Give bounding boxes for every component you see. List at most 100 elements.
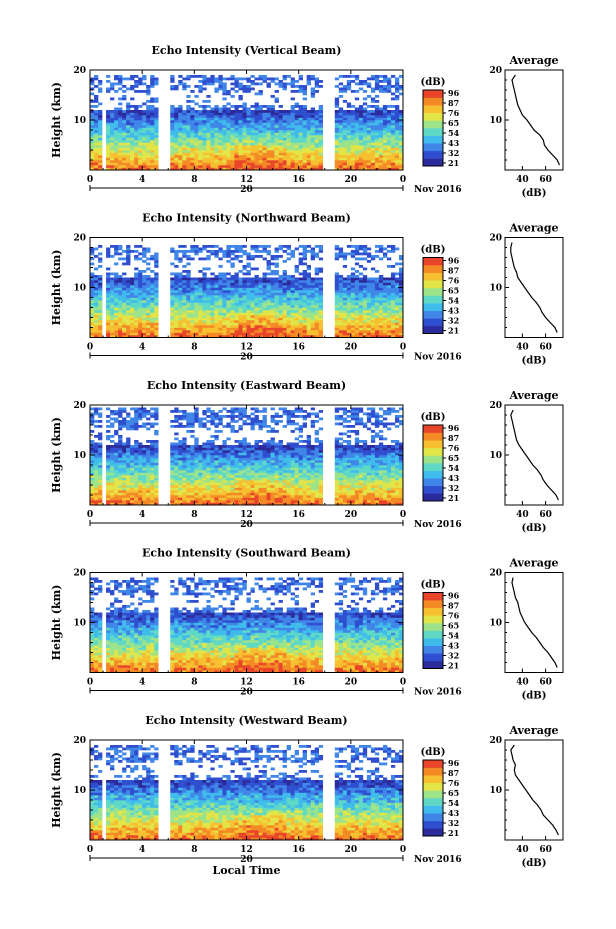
heatmap-cell [98,492,103,496]
heatmap-cell [210,272,215,276]
heatmap-cell [378,332,384,336]
heatmap-cell [170,77,175,81]
heatmap-cell [230,315,235,318]
heatmap-cell [98,447,103,451]
heatmap-cell [146,477,151,481]
heatmap-cell [246,120,251,123]
heatmap-cell [122,325,127,328]
heatmap-cell [258,157,263,161]
heatmap-cell [250,282,255,286]
heatmap-cell [266,320,271,323]
heatmap-cell [178,287,183,291]
heatmap-cell [362,312,368,316]
heatmap-cell [190,120,195,123]
heatmap-cell [314,162,320,166]
heatmap-cell [334,252,340,256]
heatmap-cell [202,290,207,293]
heatmap-cell [398,285,404,288]
heatmap-cell [282,147,287,151]
heatmap-cell [382,310,388,313]
heatmap-cell [126,440,131,443]
heatmap-cell [90,322,95,326]
heatmap-cell [294,297,299,301]
heatmap-cell [250,112,255,116]
heatmap-cell [194,315,199,318]
heatmap-cell [126,162,131,166]
heatmap-cell [110,410,115,413]
heatmap-cell [390,325,396,328]
heatmap-cell [254,107,259,111]
heatmap-cell [178,300,183,303]
heatmap-cell [182,137,187,141]
heatmap-cell [170,312,175,316]
heatmap-cell [354,127,360,131]
heatmap-cell [318,322,324,326]
heatmap-cell [286,82,291,86]
heatmap-cell [282,160,287,163]
heatmap-cell [110,317,115,321]
heatmap-cell [154,432,159,436]
heatmap-cell [94,482,99,486]
heatmap-cell [366,332,372,336]
heatmap-cell [294,80,299,83]
heatmap-cell [382,135,388,138]
heatmap-cell [390,122,396,126]
heatmap-cell [98,450,103,453]
heatmap-cell [130,142,135,146]
heatmap-cell [142,110,147,113]
heatmap-cell [170,495,175,498]
heatmap-cell [110,117,115,121]
heatmap-cell [254,307,259,311]
heatmap-cell [194,335,199,338]
heatmap-cell [118,500,123,503]
heatmap-cell [366,120,372,123]
profile-x-label: (dB) [522,356,547,367]
heatmap-cell [182,167,187,171]
heatmap-cell [338,295,344,298]
heatmap-cell [278,145,283,148]
heatmap-cell [186,300,191,303]
heatmap-cell [306,330,311,333]
heatmap-cell [350,245,356,248]
heatmap-cell [350,275,356,278]
heatmap-cell [190,327,195,331]
heatmap-cell [178,330,183,333]
heatmap-cell [370,310,376,313]
heatmap-cell [98,482,103,486]
heatmap-cell [174,317,179,321]
heatmap-cell [154,490,159,493]
heatmap-cell [170,462,175,466]
heatmap-cell [262,307,267,311]
heatmap-cell [134,310,139,313]
heatmap-cell [94,292,99,296]
heatmap-cell [154,130,159,133]
heatmap-cell [382,162,388,166]
heatmap-cell [206,292,211,296]
heatmap-cell [358,145,364,148]
heatmap-cell [358,142,364,146]
heatmap-cell [390,330,396,333]
heatmap-cell [90,112,95,116]
heatmap-cell [150,255,155,258]
heatmap-cell [378,247,384,251]
heatmap-cell [334,272,340,276]
heatmap-cell [90,252,95,256]
heatmap-cell [218,150,223,153]
heatmap-cell [134,465,139,468]
heatmap-cell [194,302,199,306]
heatmap-cell [130,462,135,466]
heatmap-cell [130,315,135,318]
heatmap-cell [110,112,115,116]
heatmap-cell [142,477,147,481]
heatmap-cell [290,147,295,151]
heatmap-cell [126,482,131,486]
heatmap-cell [178,125,183,128]
heatmap-cell [230,245,235,248]
heatmap-cell [134,442,139,446]
heatmap-cell [310,132,316,136]
heatmap-cell [302,295,307,298]
heatmap-cell [334,280,340,283]
heatmap-cell [366,77,372,81]
heatmap-cell [114,287,119,291]
heatmap-cell [154,260,159,263]
